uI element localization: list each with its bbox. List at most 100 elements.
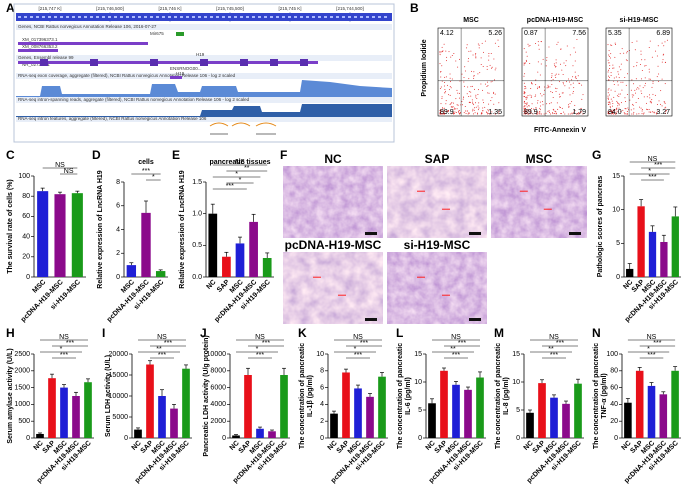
event-dot — [549, 103, 551, 105]
event-dot — [531, 81, 533, 83]
histology-image — [283, 252, 383, 324]
scale-bar — [469, 318, 481, 321]
ruler-dot — [144, 16, 147, 18]
event-dot — [624, 113, 626, 115]
event-dot — [634, 89, 636, 91]
event-dot — [639, 64, 641, 66]
gene-bar — [170, 76, 182, 79]
bar — [428, 403, 436, 438]
event-dot — [656, 104, 658, 106]
event-dot — [633, 66, 635, 68]
event-dot — [440, 113, 442, 115]
event-dot — [535, 94, 537, 96]
track-label: Genes, Ensembl release 99 — [18, 55, 74, 60]
event-dot — [476, 97, 478, 99]
event-dot — [465, 113, 467, 115]
ruler-dot — [330, 16, 333, 18]
event-dot — [582, 94, 584, 96]
track-header — [16, 73, 392, 79]
event-dot — [568, 106, 570, 108]
event-dot — [631, 94, 633, 96]
event-dot — [477, 105, 479, 107]
event-dot — [486, 66, 488, 68]
event-dot — [578, 113, 580, 115]
event-dot — [552, 108, 554, 110]
event-dot — [539, 85, 541, 87]
event-dot — [481, 42, 483, 44]
event-dot — [472, 54, 474, 56]
event-dot — [537, 100, 539, 102]
event-dot — [636, 65, 638, 67]
event-dot — [615, 44, 617, 46]
significance-label: *** — [360, 340, 368, 347]
event-dot — [474, 54, 476, 56]
event-dot — [524, 92, 526, 94]
histology-image — [387, 252, 487, 324]
event-dot — [477, 93, 479, 95]
event-dot — [464, 70, 466, 72]
event-dot — [547, 86, 549, 88]
event-dot — [529, 113, 531, 115]
bar — [562, 403, 570, 438]
y-axis-label: Relative expression of LncRNA H19 — [179, 170, 186, 288]
bar — [60, 387, 68, 438]
gene-label: ENSRNOG00... — [170, 66, 202, 71]
event-dot — [551, 73, 553, 75]
track-header — [16, 24, 392, 30]
ruler-dot — [228, 16, 231, 18]
y-tick-label: 6 — [320, 384, 324, 391]
event-dot — [488, 92, 490, 94]
event-dot — [539, 107, 541, 109]
event-dot — [489, 113, 491, 115]
event-dot — [467, 86, 469, 88]
y-tick-label: 8 — [320, 368, 324, 375]
event-dot — [439, 110, 441, 112]
event-dot — [543, 93, 545, 95]
event-dot — [607, 71, 609, 73]
event-dot — [559, 106, 561, 108]
ruler-dot — [258, 16, 261, 18]
event-dot — [561, 92, 563, 94]
bar — [141, 212, 151, 277]
event-dot — [551, 83, 553, 85]
y-tick-label: 20000 — [109, 351, 129, 358]
event-dot — [664, 112, 666, 114]
event-dot — [613, 83, 615, 85]
event-dot — [636, 40, 638, 42]
event-dot — [534, 95, 536, 97]
event-dot — [554, 66, 556, 68]
event-dot — [624, 97, 626, 99]
event-dot — [609, 102, 611, 104]
event-dot — [488, 55, 490, 57]
event-dot — [625, 84, 627, 86]
event-dot — [608, 50, 610, 52]
significance-label: *** — [262, 340, 270, 347]
event-dot — [547, 84, 549, 86]
ruler-dot — [18, 16, 21, 18]
ruler-dot — [360, 16, 363, 18]
gene-bar — [18, 42, 148, 45]
event-dot — [443, 112, 445, 114]
event-dot — [549, 113, 551, 115]
event-dot — [574, 60, 576, 62]
event-dot — [449, 73, 451, 75]
significance-label: * — [354, 346, 357, 353]
event-dot — [607, 101, 609, 103]
gene-label: XM_017396373.1 — [22, 37, 58, 42]
event-dot — [656, 55, 658, 57]
event-dot — [618, 73, 620, 75]
event-dot — [632, 96, 634, 98]
event-dot — [482, 51, 484, 53]
event-dot — [664, 61, 666, 63]
event-dot — [529, 112, 531, 114]
event-dot — [535, 113, 537, 115]
event-dot — [439, 52, 441, 54]
event-dot — [610, 72, 612, 74]
ruler-dot — [378, 16, 381, 18]
y-tick-label: 100 — [606, 351, 618, 358]
event-dot — [576, 113, 578, 115]
event-dot — [527, 43, 529, 45]
event-dot — [607, 44, 609, 46]
event-dot — [453, 113, 455, 115]
quadrant-value: 89.9 — [440, 109, 454, 116]
